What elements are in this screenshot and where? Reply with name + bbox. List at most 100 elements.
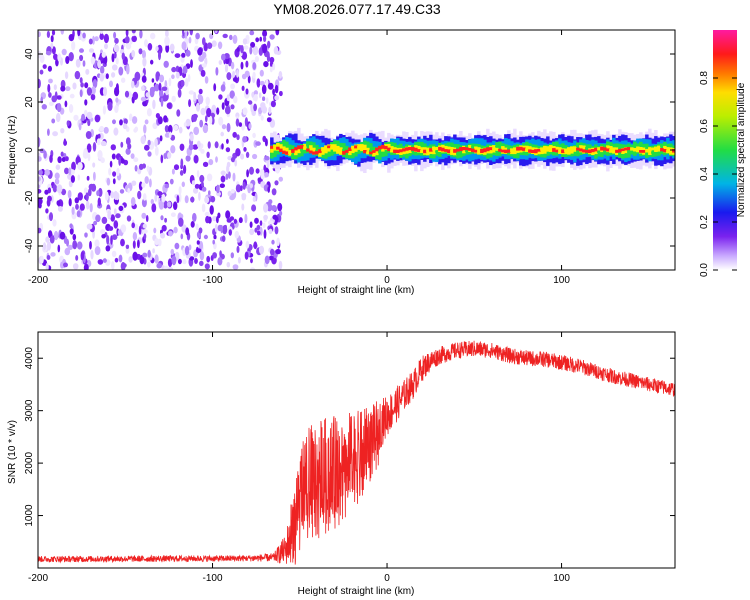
noise-speck [227,190,232,197]
noise-speck [87,119,91,127]
noise-speck [241,192,247,200]
noise-speck [185,49,191,57]
noise-speck [197,47,203,56]
noise-speck [104,43,108,50]
noise-speck [117,229,122,236]
noise-speck [92,35,95,45]
band-cell [561,149,565,154]
noise-speck [182,259,187,265]
noise-speck [125,30,129,37]
noise-speck [144,144,150,151]
band-cell [426,149,430,153]
noise-speck [160,215,164,221]
noise-speck [175,71,180,79]
spectrogram-x-label: Height of straight line (km) [298,285,415,296]
band-cell [351,145,355,150]
noise-speck [270,248,275,256]
noise-speck [228,229,232,236]
noise-speck [121,52,126,61]
noise-speck [259,220,263,226]
colorbar-tick-label: 0.4 [699,167,710,181]
noise-speck [147,139,151,146]
noise-speck [144,119,149,125]
noise-speck [219,183,225,188]
band-cell [486,147,490,152]
noise-speck [65,86,71,92]
band-cell [282,150,286,154]
noise-speck [147,151,152,157]
noise-speck [55,164,61,170]
band-cell [567,148,571,151]
noise-speck [38,137,41,147]
noise-speck [260,174,265,180]
noise-speck [255,37,260,43]
noise-speck [75,58,81,68]
noise-speck [218,116,224,126]
noise-speck [278,176,283,182]
band-cell [312,151,316,155]
noise-speck [277,202,283,212]
noise-speck [131,222,135,229]
band-cell [537,149,541,152]
noise-speck [120,158,125,164]
noise-speck [193,187,199,194]
noise-speck [230,252,234,259]
noise-speck [51,95,57,103]
x-tick-label: -200 [28,275,48,286]
noise-speck [99,33,104,40]
band-cell [339,151,343,155]
noise-speck [219,250,222,258]
noise-speck [144,39,148,47]
noise-speck [88,48,95,53]
noise-speck [48,78,53,84]
noise-speck [164,125,169,133]
noise-speck [154,138,158,148]
noise-speck [206,173,213,182]
noise-speck [114,257,119,263]
noise-speck [263,203,269,213]
noise-speck [161,193,166,203]
noise-speck [61,48,67,56]
x-tick-label: -100 [203,275,223,286]
noise-speck [143,233,147,240]
noise-speck [171,66,177,73]
noise-speck [240,153,245,160]
noise-speck [157,191,163,196]
noise-speck [222,225,228,235]
noise-speck [221,235,226,242]
noise-speck [191,180,196,186]
noise-speck [46,255,51,260]
band-cell [336,145,340,152]
noise-speck [71,41,76,51]
noise-speck [75,203,79,210]
band-cell [366,147,370,154]
noise-speck [200,69,206,77]
noise-speck [262,30,268,38]
noise-speck [160,232,166,239]
figure-title: YM08.2026.077.17.49.C33 [273,1,441,17]
noise-speck [254,56,259,63]
noise-speck [92,142,97,152]
noise-speck [149,88,155,98]
noise-speck [230,61,235,70]
noise-speck [130,80,135,89]
noise-speck [210,195,216,203]
band-cell [546,146,550,151]
band-cell [522,147,526,151]
noise-speck [113,220,119,229]
band-cell [585,149,589,153]
noise-speck [84,99,88,106]
noise-speck [50,35,54,43]
noise-speck [246,169,250,178]
noise-speck [93,171,96,181]
noise-speck [88,38,93,45]
band-cell [405,147,409,151]
noise-field [38,30,283,270]
noise-speck [56,102,62,113]
snr-frame [37,331,676,569]
noise-speck [68,52,74,62]
band-cell [474,149,478,153]
band-cell [369,143,373,157]
noise-speck [167,267,174,270]
